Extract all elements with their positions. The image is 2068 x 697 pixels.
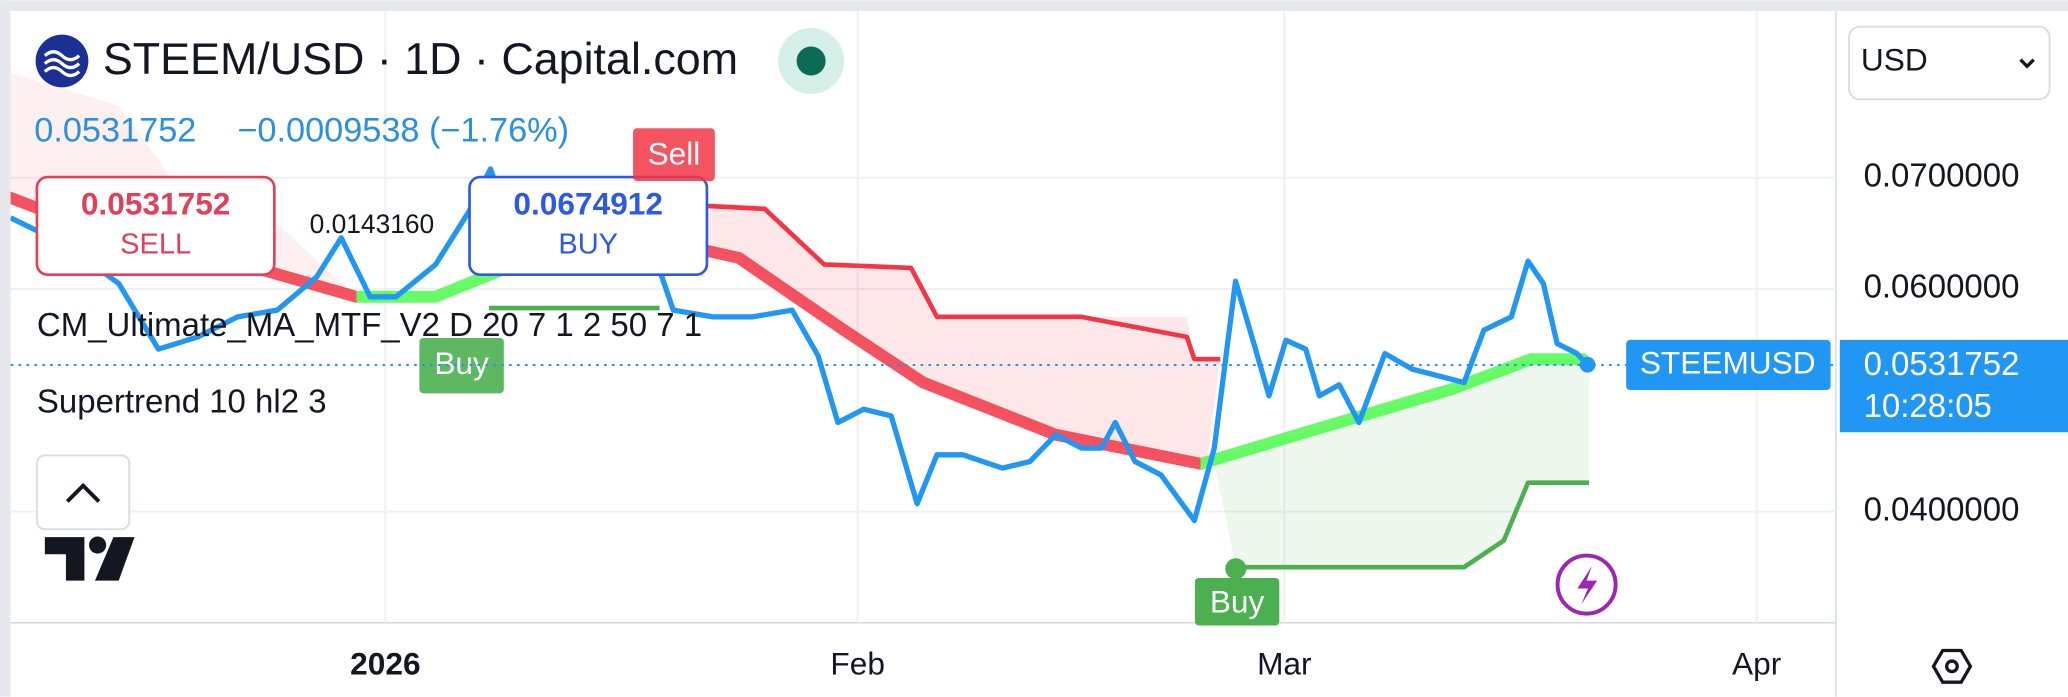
series xyxy=(10,166,1596,570)
signal-text: Sell xyxy=(648,135,701,171)
bull-fill xyxy=(1213,359,1590,568)
currency-box xyxy=(1848,25,2051,101)
collapse-button[interactable] xyxy=(35,454,131,531)
chevron-up xyxy=(65,482,101,503)
supertrend xyxy=(633,199,1221,362)
x-tick-label: Feb xyxy=(830,646,885,682)
logo xyxy=(35,34,89,88)
signal-text: Buy xyxy=(434,345,489,381)
countdown: 10:28:05 xyxy=(1864,387,1992,424)
logo-v xyxy=(94,537,135,581)
sell-price: 0.0531752 xyxy=(81,185,231,221)
top-frame xyxy=(0,0,2068,11)
signal-text: Buy xyxy=(1210,584,1265,620)
bear-fill xyxy=(633,202,1220,465)
spread: 0.0143160 xyxy=(310,209,435,239)
left-frame xyxy=(0,0,11,697)
buy-button[interactable]: 0.0674912 BUY xyxy=(468,175,709,276)
settings-icon-center xyxy=(1945,659,1959,674)
y-tick-label: 0.0400000 xyxy=(1864,490,2020,527)
series-label: STEEMUSD xyxy=(1640,344,1816,380)
indicator-label: Supertrend 10 hl2 3 xyxy=(37,383,327,420)
buy-label: BUY xyxy=(558,228,618,260)
signal-dot xyxy=(1225,558,1247,580)
symbol-title: STEEM/USD · 1D · Capital.com xyxy=(103,33,738,84)
x-tick-label: Apr xyxy=(1732,646,1782,682)
buy-box xyxy=(468,175,709,276)
last-price: 0.0531752 xyxy=(34,111,196,149)
signal-box xyxy=(1194,577,1280,626)
price-tag: 0.0531752 xyxy=(1864,345,2020,382)
price-tag-box xyxy=(1839,339,2068,433)
signal-box xyxy=(633,128,715,182)
collapse-box xyxy=(35,454,131,531)
series-label-box xyxy=(1626,339,1831,391)
sell-label: SELL xyxy=(120,228,191,260)
x-tick-label: Mar xyxy=(1257,646,1312,682)
buy-price: 0.0674912 xyxy=(513,185,663,221)
price-line xyxy=(10,166,1590,524)
price-tags: STEEMUSD 0.0531752 10:28:05 xyxy=(10,339,2068,433)
sell-button[interactable]: 0.0531752 SELL xyxy=(35,175,276,276)
signal-sell: Sell xyxy=(633,128,715,182)
lightning-icon xyxy=(1577,566,1598,605)
currency-select[interactable]: USD xyxy=(1848,25,2051,101)
price-change: −0.0009538 (−1.76%) xyxy=(237,111,569,149)
y-tick-label: 0.0700000 xyxy=(1864,156,2020,193)
logo-waves xyxy=(43,50,81,78)
currency: USD xyxy=(1861,42,1928,78)
tradingview-logo xyxy=(44,536,135,581)
dropdown-chevron xyxy=(2019,58,2035,69)
logo-t xyxy=(44,537,85,581)
settings-button[interactable] xyxy=(1931,648,1973,684)
sell-box xyxy=(35,175,276,276)
indicator-label: CM_Ultimate_MA_MTF_V2 D 20 7 1 2 50 7 1 xyxy=(37,306,702,343)
logo-dot xyxy=(89,536,107,554)
x-tick-label: 2026 xyxy=(350,646,420,682)
settings-icon xyxy=(1931,648,1973,684)
y-tick-label: 0.0600000 xyxy=(1864,268,2020,305)
status-dot xyxy=(796,46,826,76)
signal-buy: Buy xyxy=(1194,558,1280,626)
lightning-button[interactable] xyxy=(1555,553,1618,616)
supertrend xyxy=(489,305,1589,570)
